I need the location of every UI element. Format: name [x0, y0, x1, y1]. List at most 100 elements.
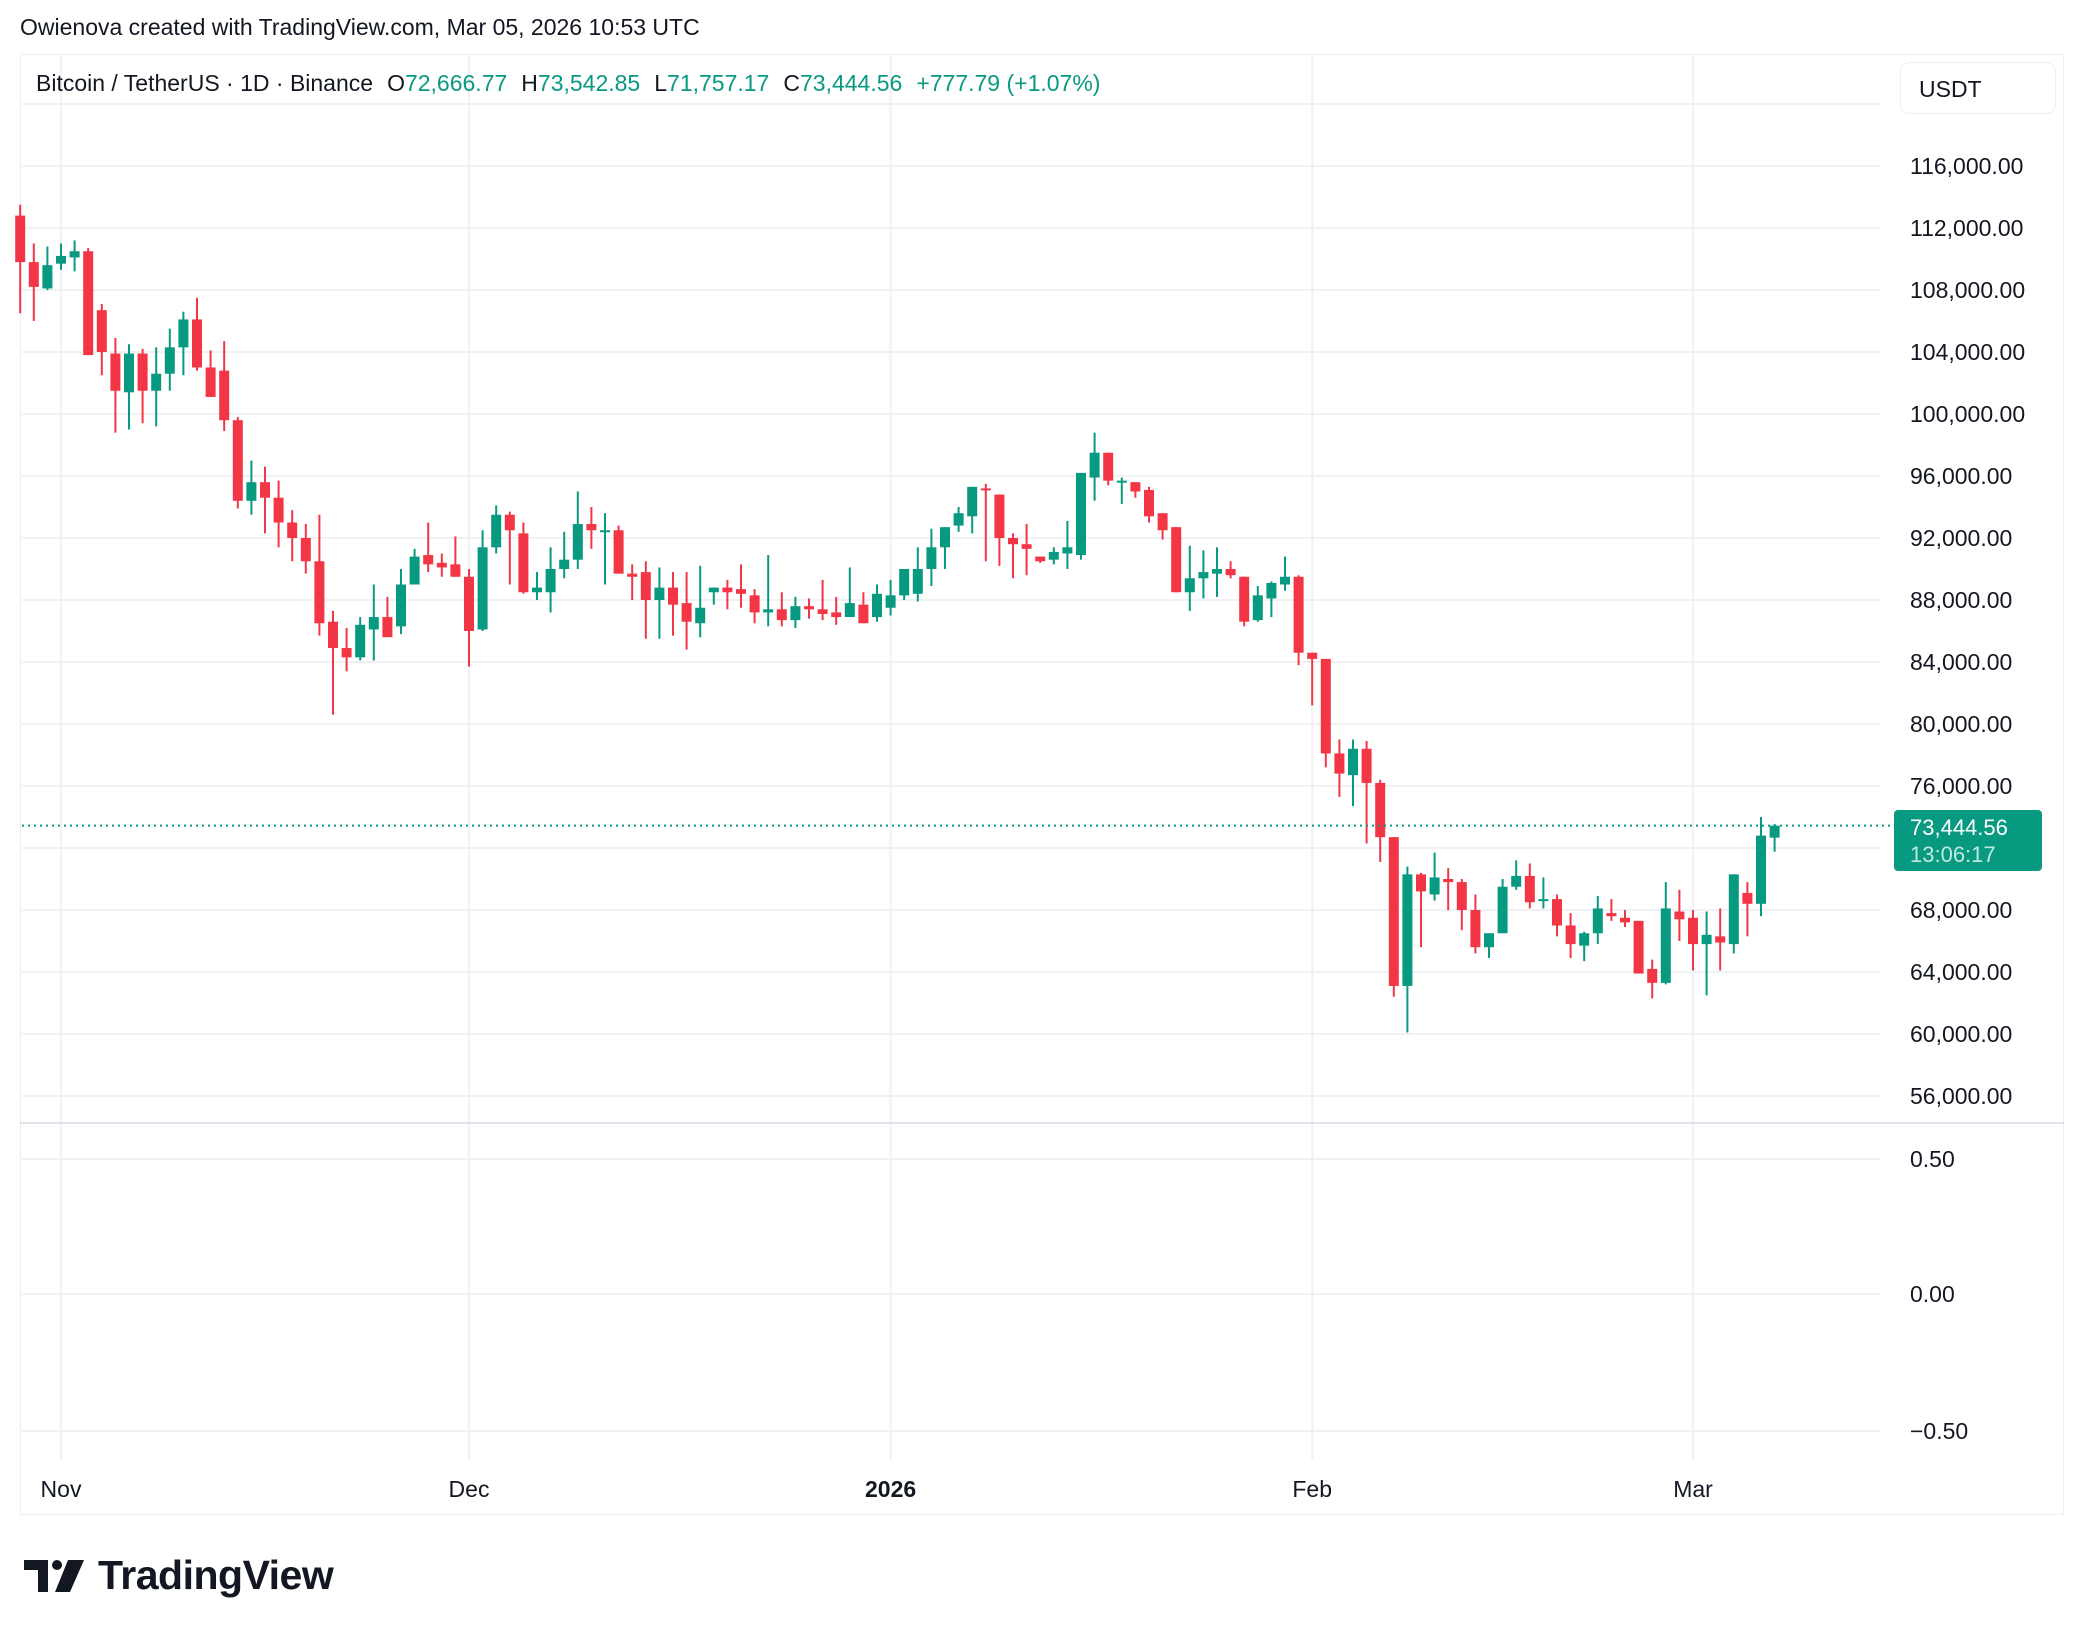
- svg-text:112,000.00: 112,000.00: [1910, 215, 2023, 241]
- candle: [1470, 910, 1481, 948]
- candle: [1715, 936, 1726, 943]
- candle: [137, 353, 148, 391]
- candle: [396, 584, 406, 627]
- time-axis-label: Feb: [1292, 1476, 1333, 1502]
- candle: [1144, 489, 1154, 517]
- tradingview-logo[interactable]: TradingView: [24, 1552, 334, 1599]
- candle: [178, 319, 189, 348]
- candle: [1008, 538, 1018, 545]
- candle: [1756, 835, 1766, 904]
- candle: [382, 617, 393, 638]
- tradingview-logo-icon: [24, 1559, 84, 1592]
- svg-text:0.50: 0.50: [1910, 1146, 1955, 1172]
- svg-text:116,000.00: 116,000.00: [1910, 153, 2023, 179]
- candle: [1769, 825, 1780, 838]
- candle: [1674, 911, 1685, 920]
- candle: [409, 556, 420, 585]
- candle: [613, 530, 624, 574]
- candle: [545, 569, 556, 593]
- candle: [790, 606, 801, 621]
- candle: [1334, 753, 1345, 774]
- bar-countdown: 13:06:17: [1910, 842, 1996, 867]
- candle: [1048, 551, 1059, 560]
- candle: [763, 609, 774, 613]
- candle: [1089, 452, 1100, 478]
- last-price-label: 73,444.56 13:06:17: [1894, 810, 2042, 871]
- svg-text:60,000.00: 60,000.00: [1910, 1021, 2012, 1047]
- svg-text:84,000.00: 84,000.00: [1910, 649, 2012, 675]
- candle: [1035, 556, 1046, 562]
- candle: [681, 603, 692, 622]
- svg-text:68,000.00: 68,000.00: [1910, 897, 2012, 923]
- svg-text:80,000.00: 80,000.00: [1910, 711, 2012, 737]
- candle: [124, 353, 134, 393]
- candle: [151, 373, 162, 391]
- candle: [1293, 576, 1304, 653]
- candle: [1524, 875, 1535, 903]
- candle: [1184, 578, 1195, 593]
- svg-text:−0.50: −0.50: [1910, 1418, 1968, 1444]
- low-label: L: [654, 70, 668, 96]
- candle: [1361, 748, 1372, 783]
- time-axis-label: Nov: [40, 1476, 82, 1502]
- candle: [1171, 527, 1182, 593]
- candle: [1552, 899, 1562, 926]
- candle: [899, 569, 910, 596]
- tradingview-wordmark: TradingView: [98, 1552, 334, 1598]
- candle: [110, 353, 121, 391]
- svg-text:100,000.00: 100,000.00: [1910, 401, 2025, 427]
- candle: [668, 587, 678, 605]
- svg-text:56,000.00: 56,000.00: [1910, 1083, 2012, 1109]
- candle: [1212, 569, 1222, 574]
- candle: [600, 530, 610, 533]
- open-label: O: [387, 70, 405, 96]
- candle: [1579, 933, 1590, 946]
- candle: [817, 609, 828, 614]
- candle: [804, 606, 814, 610]
- candle: [273, 497, 284, 523]
- candle: [96, 310, 107, 352]
- candle: [328, 621, 338, 649]
- candle: [1565, 925, 1576, 945]
- candle: [232, 420, 243, 501]
- candle: [1620, 917, 1630, 923]
- candle: [1348, 748, 1358, 776]
- svg-text:104,000.00: 104,000.00: [1910, 339, 2025, 365]
- candle: [1157, 513, 1168, 531]
- candle: [1497, 886, 1508, 934]
- candle: [260, 482, 270, 498]
- candle: [994, 494, 1005, 538]
- candle: [436, 562, 447, 568]
- symbol-title[interactable]: Bitcoin / TetherUS · 1D · Binance: [36, 70, 374, 96]
- candle: [926, 547, 937, 569]
- candle: [749, 595, 760, 613]
- candle: [69, 251, 80, 258]
- candle: [1116, 480, 1127, 483]
- last-price-value: 73,444.56: [1910, 815, 2008, 840]
- candle: [341, 648, 352, 658]
- svg-text:64,000.00: 64,000.00: [1910, 959, 2012, 985]
- candle: [586, 524, 597, 531]
- candle: [192, 319, 202, 368]
- candle: [1429, 877, 1440, 895]
- low-value: 71,757.17: [667, 70, 770, 96]
- close-label: C: [783, 70, 800, 96]
- chart-frame: [20, 54, 2064, 1515]
- currency-button[interactable]: USDT: [1900, 62, 2056, 114]
- candle: [42, 265, 53, 289]
- candle: [518, 533, 529, 593]
- candle: [1239, 576, 1250, 622]
- candle: [532, 587, 542, 593]
- candle: [1633, 920, 1644, 974]
- candle: [640, 572, 651, 600]
- candle: [736, 589, 746, 594]
- candle: [1538, 899, 1549, 902]
- svg-text:108,000.00: 108,000.00: [1910, 277, 2025, 303]
- candle: [559, 559, 570, 569]
- candle: [627, 573, 638, 577]
- candle: [967, 486, 978, 517]
- candle: [28, 262, 39, 287]
- candle: [912, 569, 923, 594]
- candle: [219, 370, 230, 421]
